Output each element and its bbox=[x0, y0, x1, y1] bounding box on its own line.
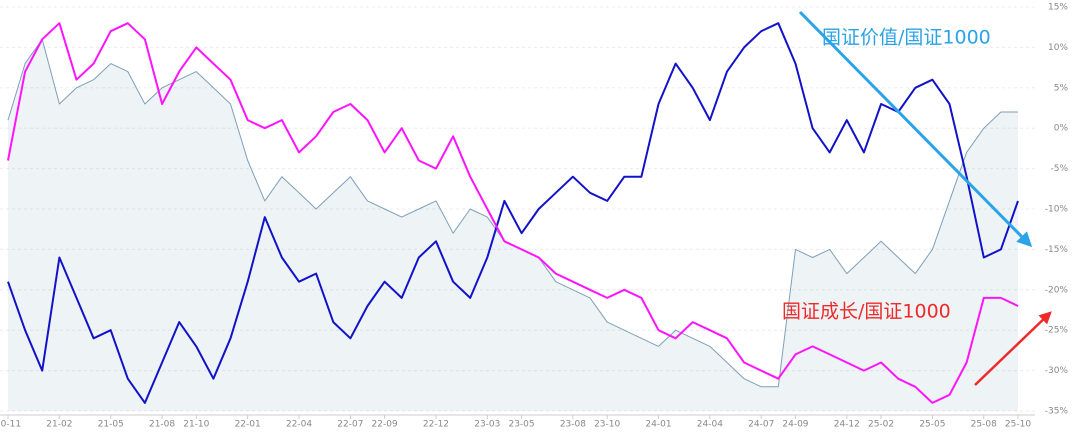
x-tick-label: 22-01 bbox=[235, 420, 261, 430]
x-tick-label: 23-08 bbox=[560, 420, 586, 430]
x-tick-label: 21-02 bbox=[46, 420, 72, 430]
y-tick-label: 0% bbox=[1054, 124, 1069, 134]
x-tick-label: 24-09 bbox=[782, 420, 808, 430]
x-tick-label: 20-11 bbox=[0, 420, 21, 430]
x-tick-label: 22-07 bbox=[337, 420, 363, 430]
x-tick-label: 22-09 bbox=[372, 420, 398, 430]
y-tick-label: -20% bbox=[1045, 285, 1069, 295]
x-tick-label: 24-07 bbox=[748, 420, 774, 430]
y-tick-label: -30% bbox=[1045, 366, 1069, 376]
x-tick-label: 23-05 bbox=[508, 420, 534, 430]
annotation: 国证成长/国证1000 bbox=[782, 301, 951, 323]
y-tick-label: 15% bbox=[1048, 3, 1068, 13]
x-tick-label: 23-10 bbox=[594, 420, 620, 430]
x-tick-label: 22-12 bbox=[423, 420, 449, 430]
y-tick-label: -5% bbox=[1050, 164, 1068, 174]
x-tick-label: 25-02 bbox=[868, 420, 894, 430]
x-tick-label: 23-03 bbox=[474, 420, 500, 430]
x-tick-label: 24-12 bbox=[834, 420, 860, 430]
x-tick-label: 25-08 bbox=[971, 420, 997, 430]
x-tick-label: 25-10 bbox=[1005, 420, 1031, 430]
line bbox=[7, 22, 1019, 404]
x-tick-label: 21-10 bbox=[183, 420, 209, 430]
y-tick-label: -15% bbox=[1045, 245, 1069, 255]
y-tick-label: -10% bbox=[1045, 205, 1069, 215]
area bbox=[8, 39, 1018, 412]
y-tick-label: -35% bbox=[1045, 407, 1069, 417]
y-tick-label: 10% bbox=[1048, 43, 1068, 53]
x-tick-label: 25-05 bbox=[919, 420, 945, 430]
y-tick-label: -25% bbox=[1045, 326, 1069, 336]
x-tick-label: 22-04 bbox=[286, 420, 312, 430]
x-tick-label: 24-04 bbox=[697, 420, 723, 430]
annotation: 国证价值/国证1000 bbox=[822, 27, 991, 49]
x-tick-label: 24-01 bbox=[645, 420, 671, 430]
y-tick-label: 5% bbox=[1054, 83, 1069, 93]
arrow bbox=[974, 311, 1052, 386]
x-tick-label: 21-08 bbox=[149, 420, 175, 430]
x-tick-label: 21-05 bbox=[98, 420, 124, 430]
arrow bbox=[798, 10, 1033, 248]
line bbox=[7, 22, 1019, 404]
